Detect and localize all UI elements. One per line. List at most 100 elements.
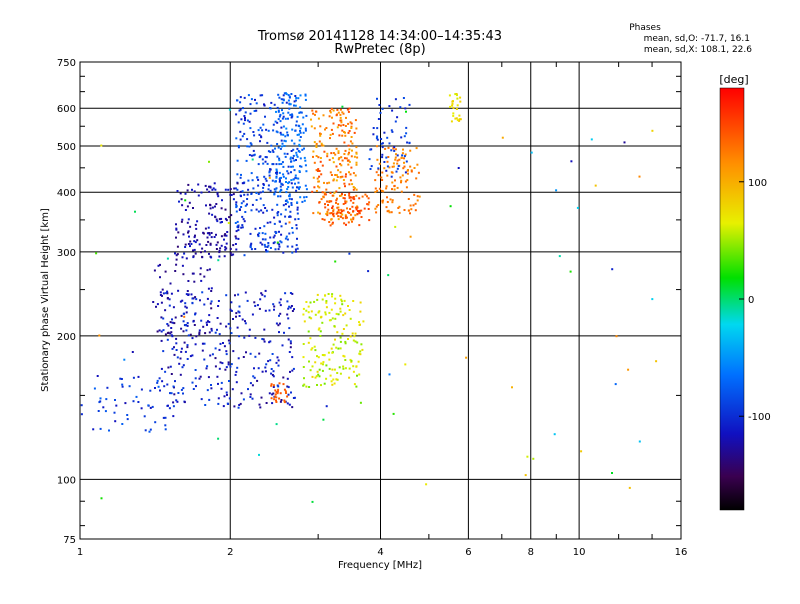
echo-point	[250, 98, 253, 101]
echo-point	[169, 282, 172, 285]
echo-point	[250, 143, 253, 146]
echo-point	[293, 142, 296, 145]
echo-point	[296, 247, 299, 250]
echo-point	[351, 205, 354, 208]
echo-point	[206, 365, 209, 368]
echo-point	[289, 210, 292, 213]
echo-point	[413, 193, 416, 196]
echo-point	[209, 203, 211, 206]
echo-point	[354, 119, 357, 122]
echo-point	[367, 203, 370, 206]
echo-point	[105, 398, 108, 401]
echo-point	[270, 101, 273, 104]
echo-point	[235, 210, 238, 213]
echo-point	[401, 152, 404, 155]
echo-point	[289, 292, 292, 294]
echo-point	[217, 305, 220, 307]
echo-point	[532, 457, 535, 460]
echo-point	[394, 179, 396, 182]
echo-point	[121, 383, 124, 386]
echo-point	[162, 317, 165, 320]
echo-point	[156, 330, 159, 333]
echo-point	[287, 117, 289, 120]
echo-point	[405, 160, 408, 163]
stats-heading: Phases	[629, 23, 661, 33]
echo-point	[272, 123, 275, 126]
echo-point	[272, 392, 275, 395]
echo-point	[338, 187, 341, 190]
echo-point	[265, 250, 268, 253]
echo-point	[264, 160, 267, 163]
echo-point	[317, 180, 320, 183]
echo-point	[274, 393, 277, 396]
echo-point	[248, 154, 251, 156]
echo-point	[251, 384, 254, 387]
echo-point	[349, 335, 352, 338]
echo-point	[331, 116, 333, 119]
echo-point	[349, 173, 352, 176]
echo-point	[191, 188, 193, 191]
echo-point	[287, 165, 290, 168]
echo-point	[292, 367, 295, 370]
echo-point	[254, 336, 257, 339]
echo-point	[175, 227, 178, 230]
echo-point	[286, 131, 289, 134]
echo-point	[410, 169, 413, 172]
echo-point	[317, 356, 320, 359]
echo-point	[277, 109, 280, 112]
echo-point	[220, 381, 223, 384]
echo-point	[249, 103, 252, 106]
echo-point	[206, 389, 209, 392]
echo-point	[368, 158, 371, 161]
echo-point	[329, 374, 332, 377]
echo-point	[347, 153, 350, 156]
echo-point	[275, 391, 278, 394]
echo-point	[267, 242, 270, 244]
echo-point	[276, 384, 279, 387]
echo-point	[210, 329, 213, 332]
echo-point	[191, 297, 194, 300]
echo-point	[272, 303, 275, 306]
echo-point	[335, 114, 338, 117]
echo-point	[180, 220, 183, 223]
echo-point	[325, 405, 328, 408]
echo-point	[336, 331, 339, 334]
echo-point	[331, 157, 334, 160]
echo-point	[405, 132, 408, 135]
echo-point	[340, 298, 343, 301]
echo-point	[298, 111, 301, 114]
echo-point	[225, 366, 228, 369]
echo-point	[170, 373, 173, 375]
echo-point	[282, 175, 285, 178]
echo-point	[282, 125, 285, 128]
echo-point	[114, 399, 116, 401]
echo-point	[271, 393, 274, 396]
echo-point	[270, 397, 273, 400]
echo-point	[284, 117, 287, 120]
echo-point	[280, 98, 283, 101]
echo-point	[269, 107, 272, 110]
echo-point	[280, 225, 283, 228]
echo-point	[210, 232, 213, 234]
echo-point	[160, 316, 163, 319]
echo-point	[302, 384, 305, 387]
echo-point	[357, 360, 360, 363]
echo-point	[346, 207, 348, 210]
echo-point	[376, 127, 379, 130]
echo-point	[132, 400, 135, 403]
echo-point	[331, 317, 334, 320]
echo-point	[279, 120, 282, 123]
echo-point	[203, 275, 206, 278]
echo-point	[288, 221, 291, 224]
echo-point	[250, 242, 253, 245]
echo-point	[241, 182, 244, 185]
echo-point	[226, 393, 228, 396]
echo-point	[237, 144, 240, 147]
echo-point	[272, 151, 275, 153]
echo-point	[396, 186, 399, 189]
echo-point	[385, 169, 388, 172]
echo-point	[288, 181, 291, 184]
echo-point	[236, 159, 239, 162]
echo-point	[108, 429, 110, 432]
echo-point	[297, 97, 300, 100]
